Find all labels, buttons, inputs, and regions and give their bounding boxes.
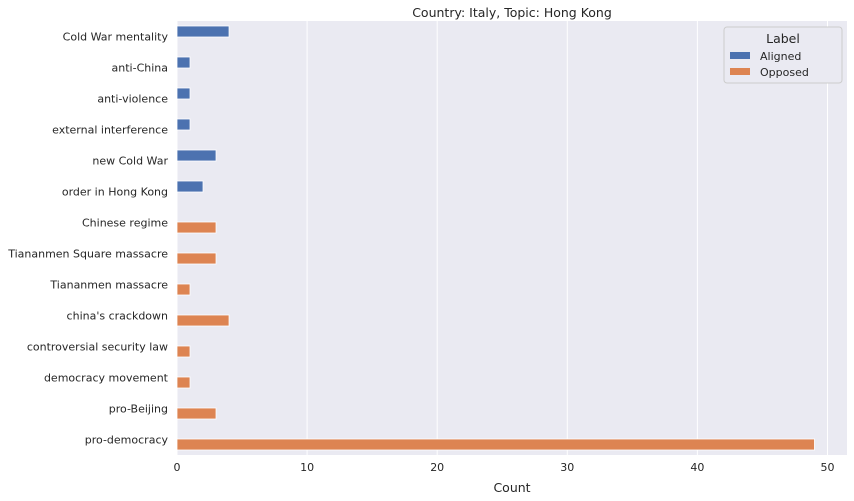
y-tick-label: Tiananmen Square massacre (7, 248, 168, 261)
y-tick-label: anti-China (112, 62, 168, 75)
bar-opposed-13 (176, 438, 815, 451)
y-tick-label: Cold War mentality (63, 31, 169, 44)
legend: Label Aligned Opposed (723, 26, 843, 84)
bar-aligned-0 (176, 25, 230, 38)
x-tick-label: 20 (430, 461, 444, 474)
x-tick-labels: 0 10 20 30 40 50 (174, 461, 835, 474)
legend-label-aligned: Aligned (760, 50, 801, 63)
y-tick-label: pro-democracy (85, 434, 169, 447)
plot-area (177, 21, 847, 455)
y-tick-label: order in Hong Kong (62, 186, 168, 199)
x-tick-label: 10 (300, 461, 314, 474)
y-tick-label: new Cold War (92, 155, 168, 168)
y-tick-label: external interference (52, 124, 168, 137)
x-tick-label: 40 (690, 461, 704, 474)
x-tick-label: 30 (560, 461, 574, 474)
bar-aligned-5 (176, 180, 204, 193)
bars (176, 25, 815, 451)
bar-aligned-3 (176, 118, 191, 131)
y-tick-label: anti-violence (97, 93, 168, 106)
bar-aligned-4 (176, 149, 217, 162)
bar-aligned-1 (176, 56, 191, 69)
bar-opposed-11 (176, 376, 191, 389)
chart-title: Country: Italy, Topic: Hong Kong (412, 5, 612, 20)
bar-aligned-2 (176, 87, 191, 100)
legend-title: Label (766, 31, 800, 46)
legend-frame (723, 26, 843, 84)
y-tick-label: pro-Beijing (109, 403, 168, 416)
y-tick-label: Chinese regime (82, 217, 168, 230)
bar-opposed-8 (176, 283, 191, 296)
y-tick-label: democracy movement (44, 372, 169, 385)
x-tick-label: 50 (820, 461, 834, 474)
legend-label-opposed: Opposed (760, 66, 809, 79)
y-tick-label: controversial security law (27, 341, 168, 354)
y-tick-labels: Cold War mentality anti-China anti-violenc… (7, 31, 168, 447)
y-tick-label: Tiananmen massacre (49, 279, 168, 292)
legend-swatch-opposed (730, 68, 750, 75)
bar-opposed-12 (176, 407, 217, 420)
bar-opposed-6 (176, 221, 217, 234)
bar-opposed-9 (176, 314, 230, 327)
legend-swatch-aligned (730, 52, 750, 59)
bar-opposed-10 (176, 345, 191, 358)
x-tick-label: 0 (174, 461, 181, 474)
x-axis-label: Count (493, 480, 530, 495)
bar-opposed-7 (176, 252, 217, 265)
y-tick-label: china's crackdown (67, 310, 168, 323)
